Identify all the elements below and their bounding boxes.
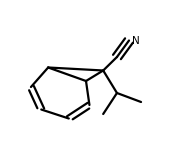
Text: N: N: [132, 36, 139, 46]
